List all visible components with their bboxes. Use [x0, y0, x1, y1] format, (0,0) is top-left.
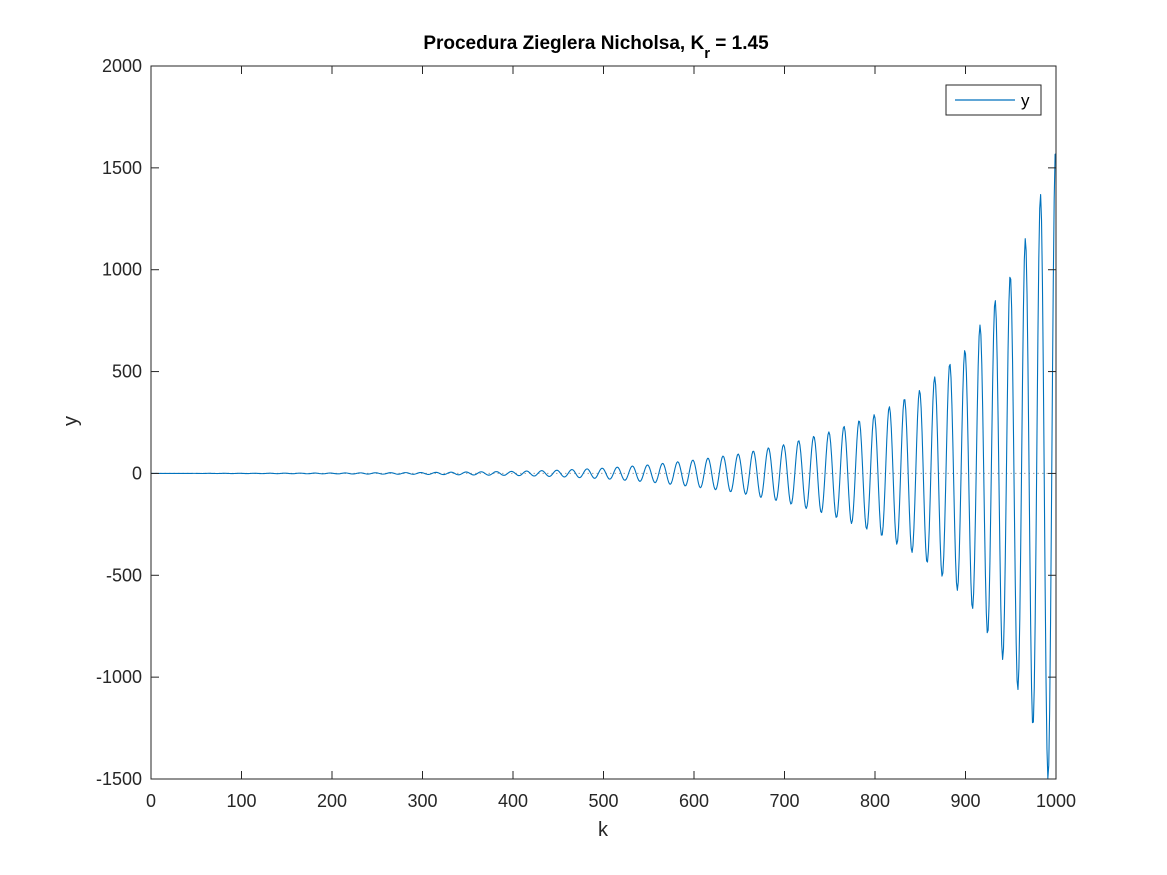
y-tick-label: -1500: [96, 769, 142, 789]
x-tick-label: 700: [769, 791, 799, 811]
x-tick-label: 400: [498, 791, 528, 811]
x-tick-label: 200: [317, 791, 347, 811]
y-axis-label: y: [60, 416, 82, 426]
y-tick-label: 1000: [102, 260, 142, 280]
series-line-y: [151, 153, 1057, 779]
y-tick-label: 2000: [102, 56, 142, 76]
x-tick-label: 300: [407, 791, 437, 811]
x-tick-label: 600: [679, 791, 709, 811]
legend: y: [945, 84, 1042, 116]
x-tick-label: 0: [146, 791, 156, 811]
x-tick-label: 900: [950, 791, 980, 811]
x-tick-label: 500: [588, 791, 618, 811]
x-tick-label: 1000: [1036, 791, 1076, 811]
ticks: 0 100 200 300 400 500 600 700 800 900 1000 -1500 -10…: [96, 56, 1076, 811]
chart-title: Procedura Zieglera Nicholsa, Kr = 1.45: [423, 33, 769, 62]
y-tick-label: 0: [132, 463, 142, 483]
x-tick-label: 100: [226, 791, 256, 811]
x-tick-label: 800: [860, 791, 890, 811]
chart-title-main: Procedura Zieglera Nicholsa, K: [423, 33, 704, 54]
chart-title-suffix: = 1.45: [710, 33, 769, 54]
x-axis-label: k: [598, 819, 609, 841]
y-tick-label: -500: [106, 565, 142, 585]
y-tick-label: 1500: [102, 158, 142, 178]
legend-label-y: y: [1021, 91, 1030, 110]
y-tick-label: -1000: [96, 667, 142, 687]
chart-title-subscript: r: [704, 45, 710, 62]
y-tick-label: 500: [112, 362, 142, 382]
